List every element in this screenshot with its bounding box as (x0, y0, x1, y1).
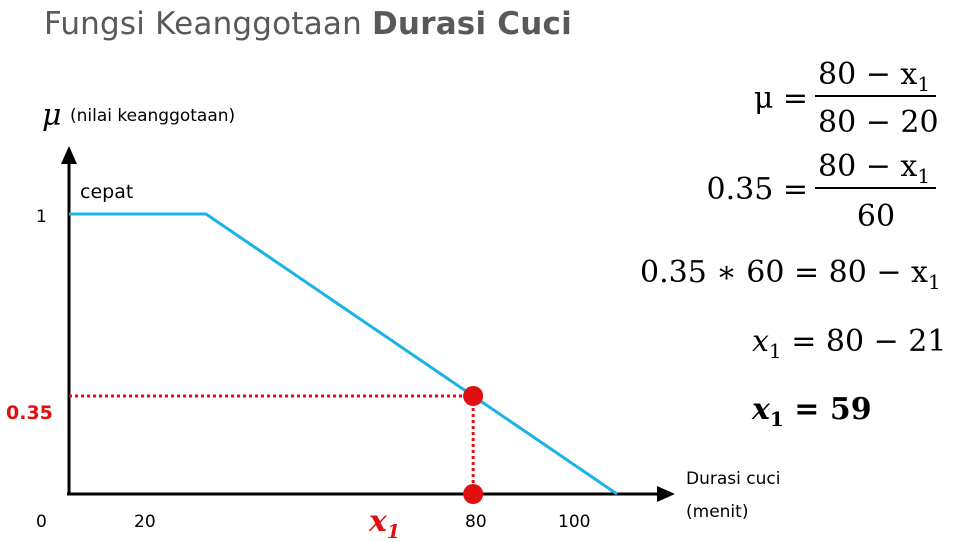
title-bold: Durasi Cuci (372, 6, 572, 42)
highlight-x-label: x1 (368, 504, 400, 541)
x-tick-80: 80 (465, 512, 487, 532)
curve-label-cepat: cepat (80, 181, 133, 203)
page-title: Fungsi Keanggotaan Durasi Cuci (44, 6, 572, 42)
y-tick-1: 1 (36, 207, 47, 227)
membership-curve-cepat (69, 212, 618, 496)
svg-text:μ =: μ = (754, 81, 808, 116)
y-axis-arrow (61, 146, 77, 164)
x-axis-label-line1: Durasi cuci (686, 469, 780, 489)
svg-text:80 − x1: 80 − x1 (818, 149, 930, 188)
equation-5-result: x1 = 59 (751, 392, 872, 431)
equation-4: x1 = 80 − 21 (752, 324, 946, 363)
highlight-point-on-curve (463, 386, 484, 406)
equation-2: 0.35 = 80 − x1 60 (707, 149, 936, 234)
y-axis-symbol: μ (42, 98, 62, 133)
x-axis-label-line2: (menit) (686, 502, 748, 522)
x-tick-20: 20 (134, 512, 156, 532)
y-axis-label: (nilai keanggotaan) (70, 106, 235, 126)
highlight-point-on-axis (463, 484, 484, 504)
highlight-y-label: 0.35 (6, 402, 53, 424)
equation-3: 0.35 ∗ 60 = 80 − x1 (640, 255, 941, 294)
title-prefix: Fungsi Keanggotaan (44, 6, 372, 42)
svg-text:60: 60 (857, 199, 895, 234)
svg-text:80 − 20: 80 − 20 (818, 105, 939, 140)
equation-1: μ = 80 − x1 80 − 20 (754, 57, 939, 140)
svg-text:80 − x1: 80 − x1 (818, 57, 930, 96)
x-tick-100: 100 (558, 512, 590, 532)
x-tick-0: 0 (36, 512, 47, 532)
svg-text:0.35 =: 0.35 = (707, 172, 808, 207)
x-axis-arrow (657, 486, 675, 502)
